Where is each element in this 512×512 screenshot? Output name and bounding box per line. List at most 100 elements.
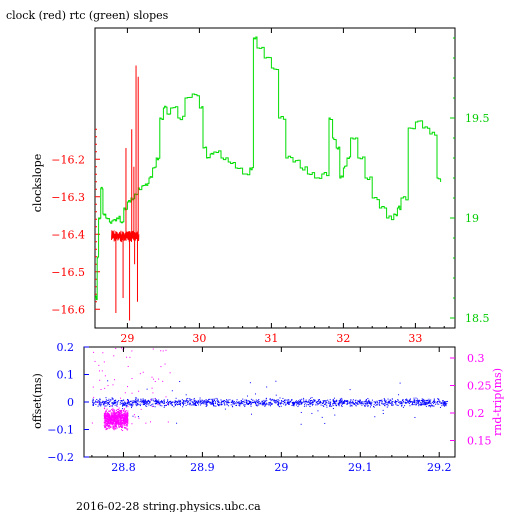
round-trip-point <box>113 411 115 413</box>
offset-point <box>443 401 445 403</box>
round-trip-point <box>111 412 113 414</box>
round-trip-point <box>106 418 108 420</box>
offset-point <box>127 402 129 404</box>
offset-point <box>421 398 423 400</box>
round-trip-point <box>122 416 124 418</box>
offset-point <box>367 398 369 400</box>
offset-point <box>270 401 272 403</box>
round-trip-point <box>127 416 129 418</box>
offset-point <box>423 404 425 406</box>
offset-point <box>426 401 428 403</box>
offset-point <box>326 404 328 406</box>
offset-point <box>217 398 219 400</box>
offset-point <box>91 400 93 402</box>
round-trip-point <box>115 426 117 428</box>
offset-point <box>240 400 242 402</box>
offset-point <box>253 401 255 403</box>
offset-point <box>298 404 300 406</box>
offset-point <box>206 400 208 402</box>
round-trip-point <box>126 418 128 420</box>
offset-point <box>412 401 414 403</box>
offset-point <box>161 402 163 404</box>
offset-point <box>329 402 331 404</box>
offset-point <box>158 399 160 401</box>
offset-point <box>110 399 112 401</box>
offset-point <box>338 405 340 407</box>
offset-point <box>239 402 241 404</box>
round-trip-point <box>106 427 108 429</box>
offset-point <box>352 402 354 404</box>
round-trip-point <box>112 416 114 418</box>
offset-point <box>421 400 423 402</box>
offset-point <box>194 404 196 406</box>
offset-point <box>408 402 410 404</box>
offset-point <box>108 398 110 400</box>
offset-point <box>171 404 173 406</box>
round-trip-point <box>158 378 160 380</box>
round-trip-point <box>113 413 115 415</box>
offset-point <box>206 404 208 406</box>
round-trip-point <box>116 418 118 420</box>
offset-point <box>313 400 315 402</box>
offset-point <box>400 402 402 404</box>
offset-point <box>199 400 201 402</box>
offset-point <box>142 401 144 403</box>
offset-point <box>379 404 381 406</box>
round-trip-point <box>114 418 116 420</box>
offset-point <box>309 400 311 402</box>
offset-point <box>436 403 438 405</box>
offset-point <box>145 403 147 405</box>
offset-point <box>197 400 199 402</box>
offset-point <box>292 404 294 406</box>
offset-point <box>427 401 429 403</box>
offset-point <box>290 401 292 403</box>
offset-point <box>445 405 447 407</box>
offset-point <box>212 401 214 403</box>
round-trip-point <box>117 411 119 413</box>
offset-point <box>92 400 94 402</box>
offset-point <box>418 401 420 403</box>
offset-point <box>320 404 322 406</box>
round-trip-point <box>113 425 115 427</box>
offset-point <box>150 404 152 406</box>
offset-point <box>256 404 258 406</box>
offset-point <box>341 402 343 404</box>
offset-point <box>282 397 284 399</box>
offset-point <box>127 400 129 402</box>
round-trip-point <box>125 426 127 428</box>
offset-point <box>263 403 265 405</box>
round-trip-point <box>127 425 129 427</box>
offset-point <box>249 382 251 384</box>
offset-point <box>212 401 214 403</box>
round-trip-point <box>125 428 127 430</box>
offset-point <box>444 401 446 403</box>
round-trip-point <box>167 421 169 423</box>
offset-point <box>99 398 101 400</box>
offset-point <box>269 404 271 406</box>
offset-point <box>195 404 197 406</box>
offset-point <box>318 400 320 402</box>
offset-point <box>295 404 297 406</box>
offset-point <box>132 405 134 407</box>
offset-point <box>322 404 324 406</box>
offset-point <box>312 403 314 405</box>
round-trip-point <box>108 418 110 420</box>
round-trip-point <box>126 419 128 421</box>
round-trip-point <box>126 413 128 415</box>
offset-point <box>415 397 417 399</box>
offset-point <box>181 399 183 401</box>
round-trip-point <box>124 392 126 394</box>
offset-point <box>281 400 283 402</box>
round-trip-point <box>124 424 126 426</box>
offset-point <box>230 404 232 406</box>
round-trip-point <box>112 421 114 423</box>
round-trip-point <box>116 417 118 419</box>
offset-point <box>241 401 243 403</box>
offset-point <box>173 401 175 403</box>
offset-point <box>443 404 445 406</box>
offset-point <box>276 401 278 403</box>
top-y2-tick-label: 19 <box>465 212 479 225</box>
round-trip-point <box>113 423 115 425</box>
round-trip-point <box>108 418 110 420</box>
round-trip-point <box>108 421 110 423</box>
